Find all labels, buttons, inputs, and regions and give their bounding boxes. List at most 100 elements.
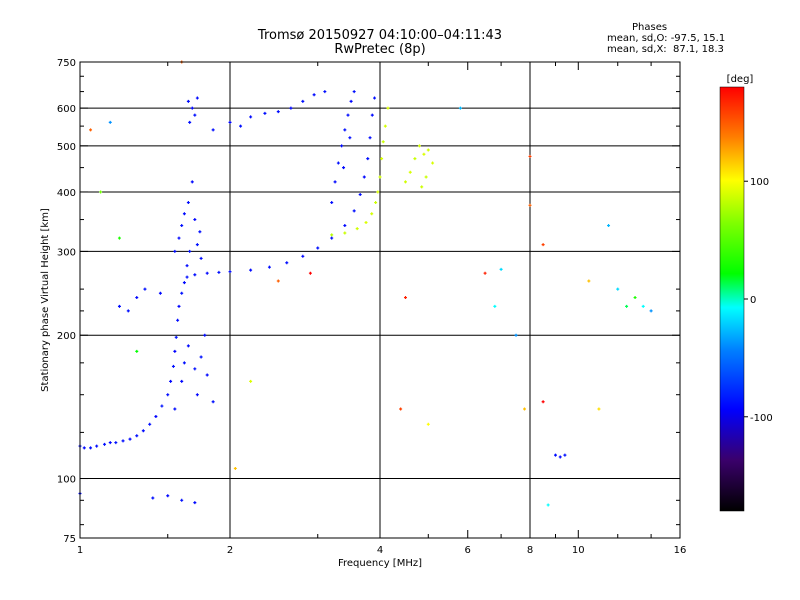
y-axis-label: Stationary phase Virtual Height [km] [40, 208, 51, 392]
data-point [343, 224, 347, 228]
data-point [117, 236, 121, 240]
data-point [352, 90, 356, 94]
data-point [114, 441, 118, 445]
data-point [186, 344, 190, 348]
data-point [370, 113, 374, 117]
data-point [355, 227, 359, 231]
data-point [185, 264, 189, 268]
data-point [180, 498, 184, 502]
data-point [195, 243, 199, 247]
data-point [346, 113, 350, 117]
data-point [195, 96, 199, 100]
data-point [366, 157, 370, 161]
data-point [381, 140, 385, 144]
data-point [128, 437, 132, 441]
data-point [176, 318, 180, 322]
data-point [330, 201, 334, 205]
x-tick-label: 2 [227, 545, 233, 556]
data-point [285, 261, 289, 265]
data-point [499, 267, 503, 271]
data-point [403, 180, 407, 184]
data-point [89, 128, 93, 132]
data-point [217, 270, 221, 274]
colorbar-tick-label: 100 [750, 177, 769, 188]
x-tick-label: 6 [465, 545, 471, 556]
data-point [203, 333, 207, 337]
data-point [378, 175, 382, 179]
data-point [541, 243, 545, 247]
data-point [154, 414, 158, 418]
colorbar-tick-label: 0 [750, 295, 756, 306]
data-point [166, 494, 170, 498]
data-point [323, 90, 327, 94]
data-point [373, 96, 377, 100]
colorbar-tick-label: -100 [750, 413, 773, 424]
data-point [135, 296, 139, 300]
data-point [177, 236, 181, 240]
data-point [553, 453, 557, 457]
data-point [186, 99, 190, 103]
data-point [403, 296, 407, 300]
data-point [597, 407, 601, 411]
data-point [349, 99, 353, 103]
data-point [108, 441, 112, 445]
data-point [180, 379, 184, 383]
data-point [160, 404, 164, 408]
data-point [108, 120, 112, 124]
data-point [180, 224, 184, 228]
data-point [199, 256, 203, 260]
x-tick-label: 1 [77, 545, 83, 556]
y-tick-label: 300 [57, 247, 76, 258]
data-point [330, 233, 334, 237]
data-point [431, 161, 435, 165]
data-point [364, 221, 368, 225]
data-point [342, 166, 346, 170]
data-point [514, 333, 518, 337]
x-axis-label: Frequency [MHz] [338, 558, 422, 569]
stats-x-mode: mean, sd,X: 87.1, 18.3 [607, 44, 724, 55]
data-point [185, 275, 189, 279]
data-point [249, 268, 253, 272]
data-point [625, 304, 629, 308]
data-point [386, 106, 390, 110]
x-tick-label: 16 [674, 545, 687, 556]
data-point [358, 193, 362, 197]
data-point [205, 271, 209, 275]
data-point [182, 281, 186, 285]
y-tick-label: 100 [57, 475, 76, 486]
data-point [135, 349, 139, 353]
chart-title: Tromsø 20150927 04:10:00–04:11:43 [257, 28, 503, 43]
data-point [171, 364, 175, 368]
x-tick-label: 8 [527, 545, 533, 556]
data-point [458, 106, 462, 110]
data-point [182, 212, 186, 216]
data-point [267, 265, 271, 269]
data-point [211, 128, 215, 132]
y-tick-label: 600 [57, 104, 76, 115]
data-point [195, 393, 199, 397]
data-point [99, 190, 103, 194]
data-point [362, 175, 366, 179]
y-tick-label: 500 [57, 142, 76, 153]
data-point [95, 444, 99, 448]
data-point [289, 106, 293, 110]
data-point [374, 201, 378, 205]
data-point [193, 218, 197, 222]
axis-ticks: 1 2 4 6 8 10 16 75 100 200 300 400 500 600 750 [57, 58, 686, 556]
data-point [301, 99, 305, 103]
y-tick-label: 200 [57, 331, 76, 342]
colorbar-unit-label: [deg] [727, 74, 754, 85]
data-point [186, 201, 190, 205]
y-tick-label: 400 [57, 188, 76, 199]
data-point [343, 231, 347, 235]
data-point [158, 291, 162, 295]
data-point [126, 309, 130, 313]
data-point [193, 501, 197, 505]
data-point [368, 136, 372, 140]
data-point [399, 407, 403, 411]
data-point [205, 373, 209, 377]
data-point [180, 291, 184, 295]
data-point [141, 429, 145, 433]
data-point [190, 180, 194, 184]
x-tick-label: 10 [572, 545, 585, 556]
